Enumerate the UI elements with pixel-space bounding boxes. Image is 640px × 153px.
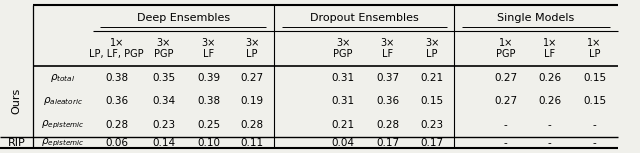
Text: 0.26: 0.26	[538, 96, 561, 106]
Text: 0.23: 0.23	[420, 120, 444, 130]
Text: 0.37: 0.37	[376, 73, 399, 83]
Text: 3×
PGP: 3× PGP	[154, 38, 173, 59]
Text: 3×
LF: 3× LF	[202, 38, 216, 59]
Text: -: -	[548, 120, 552, 130]
Text: -: -	[504, 120, 508, 130]
Text: 0.21: 0.21	[420, 73, 444, 83]
Text: 0.36: 0.36	[105, 96, 129, 106]
Text: 0.25: 0.25	[197, 120, 220, 130]
Text: 0.06: 0.06	[106, 138, 128, 148]
Text: 0.26: 0.26	[538, 73, 561, 83]
Text: RIP: RIP	[8, 138, 26, 148]
Text: 3×
LP: 3× LP	[245, 38, 259, 59]
Text: -: -	[593, 120, 596, 130]
Text: $\rho_{epistemic}$: $\rho_{epistemic}$	[41, 136, 85, 149]
Text: 1×
LF: 1× LF	[543, 38, 557, 59]
Text: 0.38: 0.38	[197, 96, 220, 106]
Text: 0.28: 0.28	[241, 120, 264, 130]
Text: 0.15: 0.15	[583, 96, 606, 106]
Text: 0.28: 0.28	[105, 120, 129, 130]
Text: -: -	[504, 138, 508, 148]
Text: 1×
LP: 1× LP	[588, 38, 602, 59]
Text: 1×
LP, LF, PGP: 1× LP, LF, PGP	[90, 38, 144, 59]
Text: -: -	[593, 138, 596, 148]
Text: 0.39: 0.39	[197, 73, 220, 83]
Text: 0.10: 0.10	[197, 138, 220, 148]
Text: -: -	[548, 138, 552, 148]
Text: 0.23: 0.23	[152, 120, 175, 130]
Text: 0.35: 0.35	[152, 73, 175, 83]
Text: 0.31: 0.31	[332, 96, 355, 106]
Text: Dropout Ensembles: Dropout Ensembles	[310, 13, 419, 23]
Text: 1×
PGP: 1× PGP	[496, 38, 515, 59]
Text: 0.28: 0.28	[376, 120, 399, 130]
Text: Ours: Ours	[12, 88, 22, 114]
Text: Single Models: Single Models	[497, 13, 575, 23]
Text: 0.19: 0.19	[241, 96, 264, 106]
Text: 0.31: 0.31	[332, 73, 355, 83]
Text: 0.34: 0.34	[152, 96, 175, 106]
Text: 0.04: 0.04	[332, 138, 355, 148]
Text: 3×
LF: 3× LF	[381, 38, 395, 59]
Text: 0.27: 0.27	[241, 73, 264, 83]
Text: 3×
PGP: 3× PGP	[333, 38, 353, 59]
Text: 0.36: 0.36	[376, 96, 399, 106]
Text: 0.15: 0.15	[583, 73, 606, 83]
Text: $\rho_{total}$: $\rho_{total}$	[51, 72, 76, 84]
Text: 0.14: 0.14	[152, 138, 175, 148]
Text: 0.17: 0.17	[376, 138, 399, 148]
Text: 0.11: 0.11	[241, 138, 264, 148]
Text: 3×
LP: 3× LP	[425, 38, 439, 59]
Text: Deep Ensembles: Deep Ensembles	[137, 13, 230, 23]
Text: $\rho_{aleatoric}$: $\rho_{aleatoric}$	[43, 95, 83, 107]
Text: 0.21: 0.21	[332, 120, 355, 130]
Text: $\rho_{epistemic}$: $\rho_{epistemic}$	[41, 119, 85, 131]
Text: 0.38: 0.38	[105, 73, 129, 83]
Text: 0.17: 0.17	[420, 138, 444, 148]
Text: 0.15: 0.15	[420, 96, 444, 106]
Text: 0.27: 0.27	[494, 96, 517, 106]
Text: 0.27: 0.27	[494, 73, 517, 83]
